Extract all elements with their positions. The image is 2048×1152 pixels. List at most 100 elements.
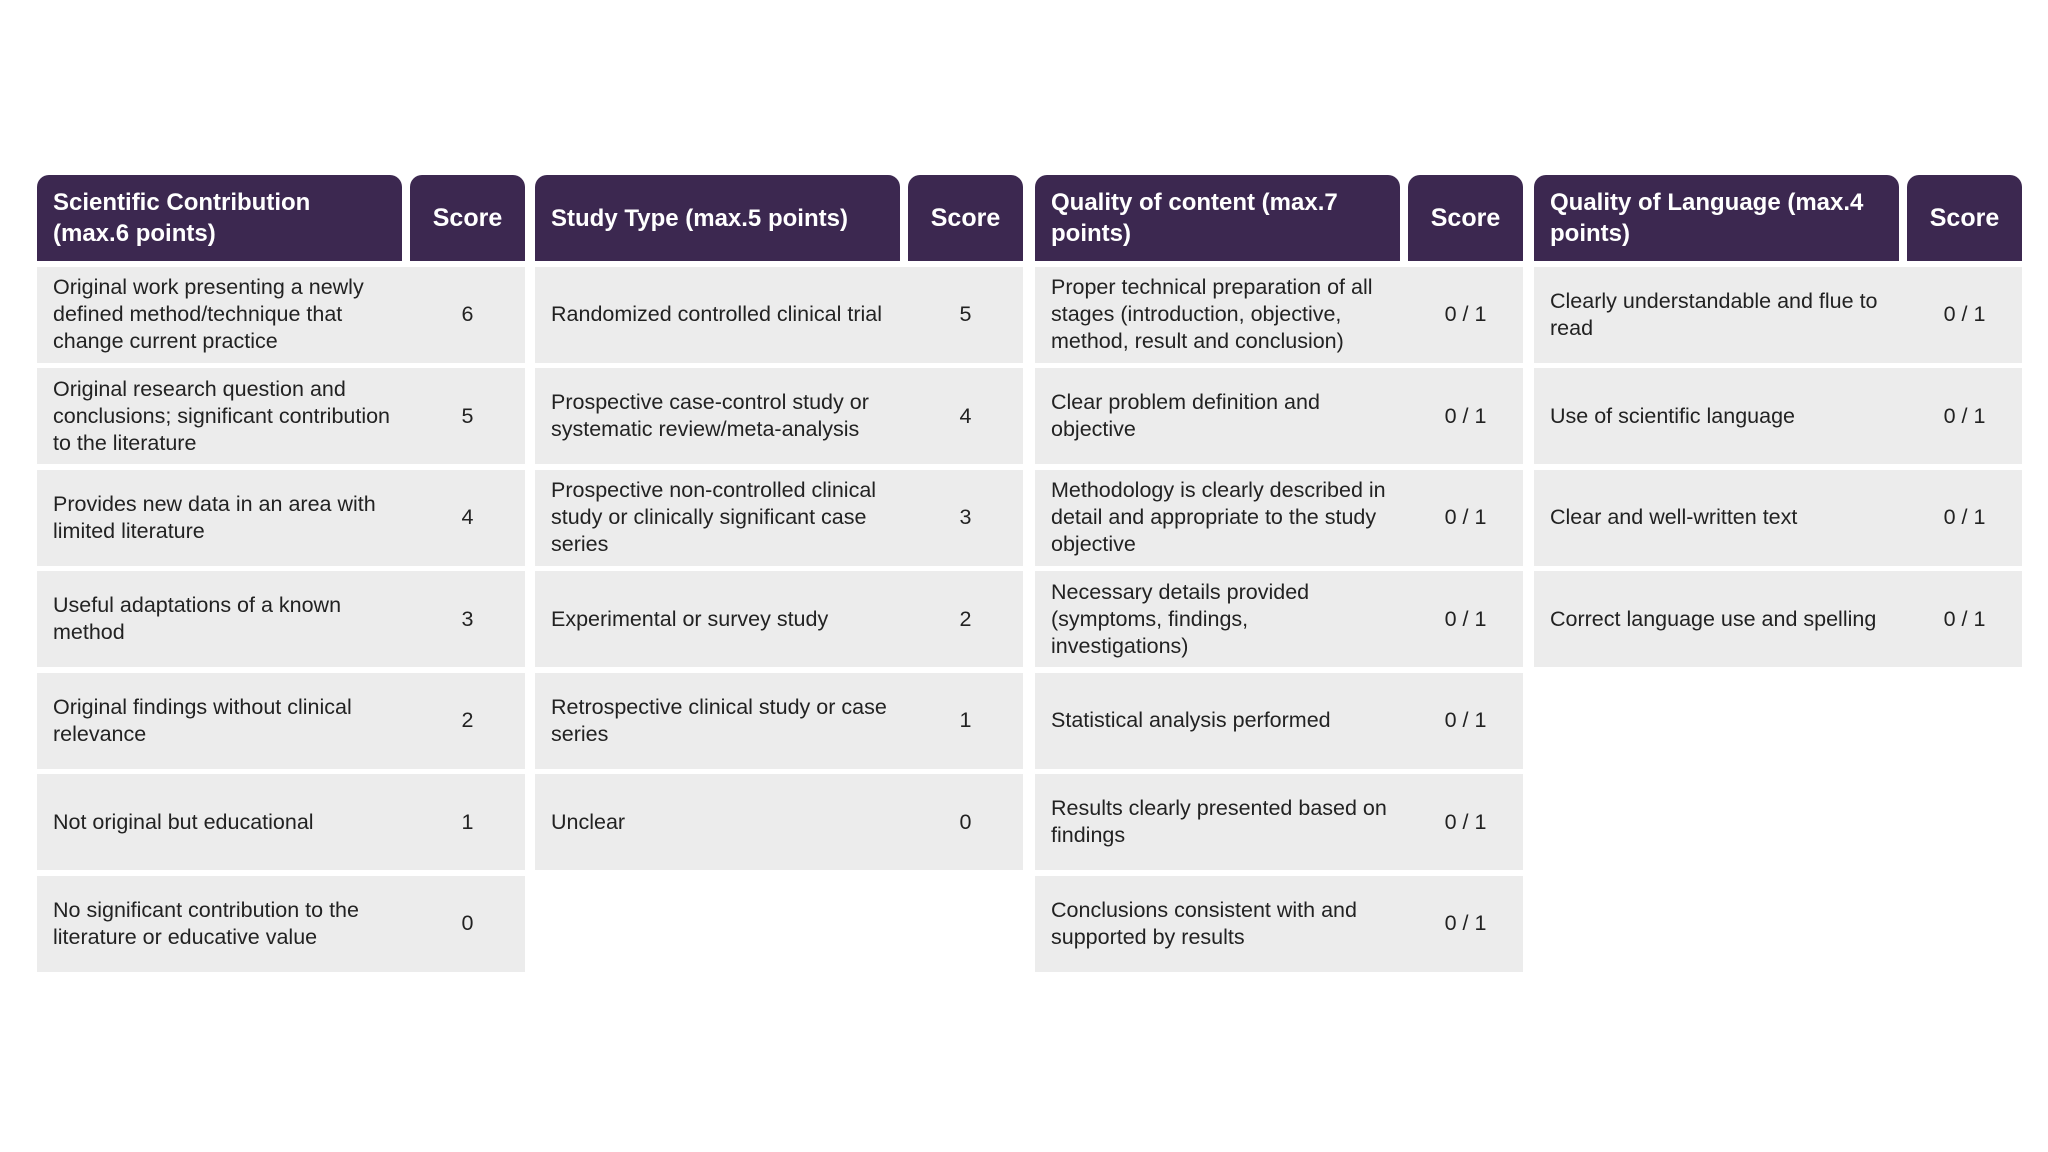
score-cell: 0 bbox=[959, 809, 972, 834]
criterion-cell: Not original but educational bbox=[37, 774, 410, 870]
criterion-text: Provides new data in an area with limite… bbox=[53, 491, 376, 543]
criteria-table: Study Type (max.5 points) Score Randomiz… bbox=[535, 175, 1023, 870]
criterion-text: Prospective case-control study or system… bbox=[551, 390, 869, 441]
table-row: Statistical analysis performed 0 / 1 bbox=[1035, 672, 1523, 769]
criterion-text: Use of scientific language bbox=[1550, 403, 1796, 428]
score-cell: 0 / 1 bbox=[1943, 606, 1986, 631]
score-cell: 2 bbox=[959, 606, 972, 631]
score-cell: 5 bbox=[959, 302, 972, 326]
criterion-text: Necessary details provided (symptoms, fi… bbox=[1051, 579, 1310, 658]
criterion-cell: Clear and well-written text bbox=[1534, 470, 1907, 566]
score-cell: 6 bbox=[461, 302, 474, 326]
table-row: Results clearly presented based on findi… bbox=[1035, 774, 1523, 870]
criterion-cell: Necessary details provided (symptoms, fi… bbox=[1035, 571, 1408, 667]
criterion-cell: Experimental or survey study bbox=[535, 571, 908, 667]
criterion-cell: Results clearly presented based on findi… bbox=[1035, 774, 1408, 870]
criterion-cell: Conclusions consistent with and supporte… bbox=[1035, 876, 1408, 972]
score-cell: 0 / 1 bbox=[1444, 403, 1487, 428]
category-title: Quality of Language (max.4 points) bbox=[1534, 175, 1899, 261]
table-row: Prospective non-controlled clinical stud… bbox=[535, 469, 1023, 566]
table-row: Provides new data in an area with limite… bbox=[37, 469, 525, 566]
score-cell: 4 bbox=[461, 505, 474, 529]
criterion-text: No significant contribution to the liter… bbox=[53, 897, 359, 949]
score-cell: 3 bbox=[959, 505, 972, 529]
table-header: Quality of content (max.7 points) Score bbox=[1035, 175, 1523, 261]
score-cell: 0 / 1 bbox=[1444, 809, 1487, 834]
category-title: Scientific Contribution (max.6 points) bbox=[37, 175, 402, 261]
score-cell: 4 bbox=[959, 403, 972, 428]
table-row: Original work presenting a newly defined… bbox=[37, 266, 525, 363]
criterion-text: Statistical analysis performed bbox=[1051, 708, 1331, 732]
score-header: Score bbox=[1408, 175, 1523, 261]
criterion-cell: Unclear bbox=[535, 774, 908, 870]
criterion-text: Correct language use and spelling bbox=[1550, 606, 1877, 631]
criterion-text: Experimental or survey study bbox=[551, 606, 829, 631]
table-row: Clear problem definition and objective 0… bbox=[1035, 368, 1523, 464]
criterion-text: Original research question and conclusio… bbox=[53, 376, 391, 455]
score-header: Score bbox=[908, 175, 1023, 261]
criteria-table: Quality of content (max.7 points) Score … bbox=[1035, 175, 1523, 972]
criterion-cell: Use of scientific language bbox=[1534, 368, 1907, 464]
table-row: No significant contribution to the liter… bbox=[37, 875, 525, 972]
criterion-cell: No significant contribution to the liter… bbox=[37, 876, 410, 972]
criterion-cell: Original research question and conclusio… bbox=[37, 368, 410, 464]
criterion-cell: Randomized controlled clinical trial bbox=[535, 267, 908, 363]
criterion-cell: Prospective non-controlled clinical stud… bbox=[535, 470, 908, 566]
criterion-cell: Original findings without clinical relev… bbox=[37, 673, 410, 769]
category-title: Study Type (max.5 points) bbox=[535, 175, 900, 261]
score-cell: 0 / 1 bbox=[1943, 302, 1986, 326]
criterion-text: Clearly understandable and flue to read bbox=[1550, 288, 1878, 340]
score-cell: 0 / 1 bbox=[1444, 606, 1487, 631]
criterion-cell: Correct language use and spelling bbox=[1534, 571, 1907, 667]
table-row: Proper technical preparation of all stag… bbox=[1035, 266, 1523, 363]
criterion-cell: Clearly understandable and flue to read bbox=[1534, 267, 1907, 363]
criterion-cell: Prospective case-control study or system… bbox=[535, 368, 908, 464]
table-row: Methodology is clearly described in deta… bbox=[1035, 469, 1523, 566]
table-row: Conclusions consistent with and supporte… bbox=[1035, 875, 1523, 972]
criterion-text: Prospective non-controlled clinical stud… bbox=[551, 478, 877, 556]
criterion-text: Proper technical preparation of all stag… bbox=[1051, 275, 1373, 353]
category-title: Quality of content (max.7 points) bbox=[1035, 175, 1400, 261]
criterion-cell: Provides new data in an area with limite… bbox=[37, 470, 410, 566]
table-row: Retrospective clinical study or case ser… bbox=[535, 672, 1023, 769]
table-row: Clear and well-written text 0 / 1 bbox=[1534, 469, 2022, 566]
table-header: Quality of Language (max.4 points) Score bbox=[1534, 175, 2022, 261]
category-title-text: Scientific Contribution (max.6 points) bbox=[53, 189, 311, 247]
criterion-cell: Retrospective clinical study or case ser… bbox=[535, 673, 908, 769]
criterion-text: Methodology is clearly described in deta… bbox=[1051, 478, 1386, 556]
score-cell: 0 / 1 bbox=[1943, 403, 1986, 428]
table-row: Correct language use and spelling 0 / 1 bbox=[1534, 571, 2022, 667]
criterion-cell: Methodology is clearly described in deta… bbox=[1035, 470, 1408, 566]
table-row: Useful adaptations of a known method 3 bbox=[37, 571, 525, 667]
table-header: Scientific Contribution (max.6 points) S… bbox=[37, 175, 525, 261]
score-cell: 0 / 1 bbox=[1444, 505, 1487, 529]
score-cell: 0 / 1 bbox=[1943, 505, 1986, 529]
table-row: Necessary details provided (symptoms, fi… bbox=[1035, 571, 1523, 667]
table-row: Clearly understandable and flue to read … bbox=[1534, 266, 2022, 363]
table-row: Experimental or survey study 2 bbox=[535, 571, 1023, 667]
table-row: Original research question and conclusio… bbox=[37, 368, 525, 464]
category-title-text: Quality of content (max.7 points) bbox=[1051, 189, 1338, 247]
criterion-cell: Useful adaptations of a known method bbox=[37, 571, 410, 667]
criterion-text: Retrospective clinical study or case ser… bbox=[551, 694, 887, 746]
score-header: Score bbox=[410, 175, 525, 261]
criterion-text: Clear problem definition and objective bbox=[1051, 390, 1320, 441]
criteria-table: Quality of Language (max.4 points) Score… bbox=[1534, 175, 2022, 667]
criterion-text: Useful adaptations of a known method bbox=[53, 593, 342, 644]
score-cell: 0 / 1 bbox=[1444, 302, 1487, 326]
criterion-cell: Original work presenting a newly defined… bbox=[37, 267, 410, 363]
score-cell: 5 bbox=[461, 403, 474, 428]
table-row: Not original but educational 1 bbox=[37, 774, 525, 870]
criterion-text: Clear and well-written text bbox=[1550, 505, 1798, 529]
table-row: Use of scientific language 0 / 1 bbox=[1534, 368, 2022, 464]
table-header: Study Type (max.5 points) Score bbox=[535, 175, 1023, 261]
criterion-text: Conclusions consistent with and supporte… bbox=[1051, 897, 1357, 949]
table-row: Unclear 0 bbox=[535, 774, 1023, 870]
score-cell: 0 bbox=[461, 911, 474, 935]
category-title-text: Quality of Language (max.4 points) bbox=[1550, 189, 1864, 247]
criterion-text: Not original but educational bbox=[53, 809, 314, 834]
criteria-table: Scientific Contribution (max.6 points) S… bbox=[37, 175, 525, 972]
criterion-text: Original findings without clinical relev… bbox=[53, 694, 352, 746]
criterion-cell: Proper technical preparation of all stag… bbox=[1035, 267, 1408, 363]
criterion-text: Original work presenting a newly defined… bbox=[53, 275, 364, 353]
